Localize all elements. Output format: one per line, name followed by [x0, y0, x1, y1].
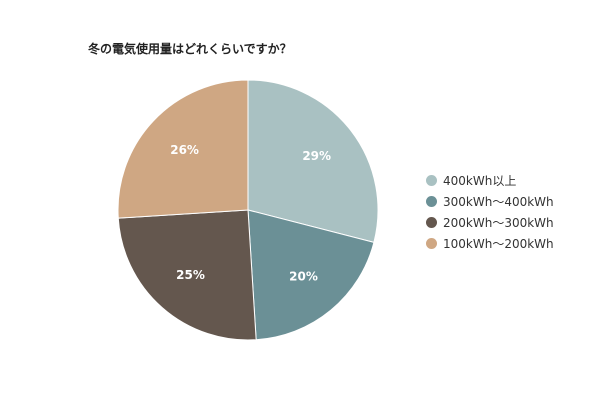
legend-item-0: 400kWh以上: [426, 170, 554, 191]
legend-swatch-0: [426, 175, 437, 186]
pie-slices: [117, 79, 379, 341]
legend-swatch-2: [426, 217, 437, 228]
legend-label-1: 300kWh～400kWh: [443, 195, 554, 209]
pie-slice-3: [117, 79, 249, 219]
pie-slice-2: [117, 209, 257, 341]
pie-slice-labels: 29% 20% 25% 26%: [170, 143, 331, 284]
pie-slice-0: [247, 79, 379, 243]
slice-label-1: 20%: [289, 270, 318, 284]
pie-slice-1: [247, 209, 375, 341]
legend-item-1: 300kWh～400kWh: [426, 191, 554, 212]
slice-label-3: 26%: [170, 143, 199, 157]
legend-label-0: 400kWh以上: [443, 174, 517, 188]
legend-item-2: 200kWh～300kWh: [426, 212, 554, 233]
chart-title: 冬の電気使用量はどれくらいですか？: [88, 42, 292, 56]
legend-swatch-1: [426, 196, 437, 207]
slice-label-0: 29%: [302, 149, 331, 163]
slice-label-2: 25%: [176, 268, 205, 282]
legend-item-3: 100kWh～200kWh: [426, 233, 554, 254]
legend-swatch-3: [426, 238, 437, 249]
legend: 400kWh以上 300kWh～400kWh 200kWh～300kWh 100…: [426, 170, 554, 254]
legend-label-3: 100kWh～200kWh: [443, 237, 554, 251]
legend-label-2: 200kWh～300kWh: [443, 216, 554, 230]
